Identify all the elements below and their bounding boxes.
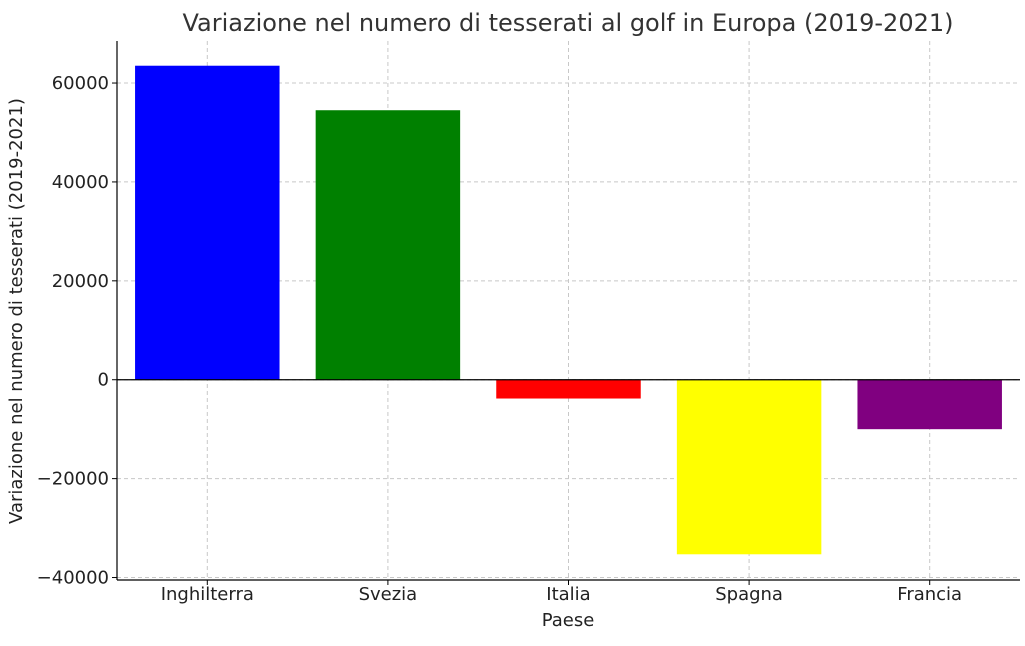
bar-italia bbox=[496, 379, 641, 399]
x-tick-label: Svezia bbox=[359, 584, 418, 605]
y-tick-label: −40000 bbox=[37, 568, 109, 589]
x-tick-label: Inghilterra bbox=[161, 584, 254, 605]
bars bbox=[135, 65, 1002, 555]
x-tick-label: Italia bbox=[546, 584, 590, 605]
x-ticks: Inghilterra Svezia Italia Spagna Francia bbox=[161, 580, 962, 605]
y-tick-label: 40000 bbox=[52, 172, 109, 193]
y-tick-label: 60000 bbox=[52, 73, 109, 94]
y-tick-label: 20000 bbox=[52, 271, 109, 292]
x-tick-label: Francia bbox=[897, 584, 962, 605]
bar-inghilterra bbox=[135, 65, 280, 380]
y-tick-label: −20000 bbox=[37, 469, 109, 490]
x-tick-label: Spagna bbox=[715, 584, 783, 605]
y-axis-label: Variazione nel numero di tesserati (2019… bbox=[6, 98, 27, 524]
chart-title: Variazione nel numero di tesserati al go… bbox=[183, 9, 954, 37]
bar-francia bbox=[857, 379, 1002, 430]
y-ticks: −40000 −20000 0 20000 40000 60000 bbox=[37, 73, 117, 589]
x-axis-label: Paese bbox=[542, 610, 595, 631]
bar-svezia bbox=[315, 110, 461, 380]
bar-spagna bbox=[676, 379, 822, 555]
y-tick-label: 0 bbox=[98, 370, 109, 391]
